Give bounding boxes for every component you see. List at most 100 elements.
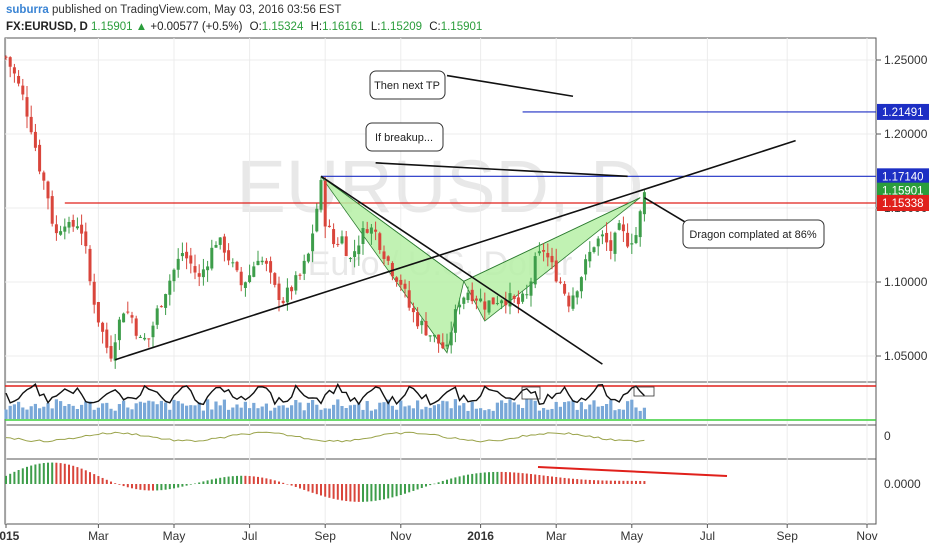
volume-bar-145 [613,410,617,419]
ao-bar-16 [72,465,75,484]
volume-bar-24 [105,402,109,419]
candle-body-122 [516,297,520,305]
candle-body-61 [260,260,264,263]
volume-bar-26 [113,410,117,419]
volume-bar-151 [638,410,642,419]
volume-bar-46 [197,402,201,419]
trendline-down [320,175,603,365]
candle-body-26 [113,342,117,361]
symbol-label[interactable]: FX:EURUSD, D [6,21,88,33]
volume-bar-102 [432,405,436,419]
volume-bar-84 [357,403,361,419]
volume-bar-54 [231,407,235,419]
volume-bar-3 [17,401,21,419]
pattern-xb-line [320,176,465,282]
volume-bar-12 [54,399,58,419]
candle-body-2 [12,67,16,74]
ao-bar-101 [429,484,432,486]
ao-bar-44 [189,484,192,485]
candle-body-25 [109,346,113,359]
volume-bar-72 [306,402,310,419]
candle-body-52 [222,236,226,253]
candle-body-19 [84,231,88,247]
candle-body-144 [609,240,613,251]
candle-body-24 [105,329,109,348]
volume-bar-75 [319,409,323,419]
candle-body-28 [122,313,126,323]
candle-body-139 [588,251,592,262]
volume-bar-86 [365,401,369,419]
annotation-breakup[interactable]: If breakup... [365,122,444,152]
volume-bar-51 [218,405,222,419]
time-axis[interactable]: 2015 Mar May Jul Sep Nov 2016 Mar May Jul Sep Nov [0,524,878,543]
trendline-support [114,139,796,361]
symbol-line: FX:EURUSD, D 1.15901 ▲ +0.00577 (+0.5%) … [6,21,482,33]
candle-body-118 [500,300,504,304]
ao-bar-26 [114,483,117,484]
volume-bar-22 [96,407,100,419]
x-tick-label-6: 2016 [467,529,494,543]
candle-body-35 [151,325,155,338]
ao-bar-35 [152,484,154,491]
candle-body-59 [252,266,256,277]
candle-body-119 [504,300,508,306]
candle-body-124 [525,294,529,296]
candle-body-93 [395,277,399,282]
ao-bar-83 [353,484,356,502]
candle-body-106 [449,332,453,346]
candle-body-79 [336,243,340,245]
annotation-breakup-text: If breakup... [375,132,433,144]
ao-bar-40 [173,484,175,489]
ao-bar-149 [630,480,633,484]
candle-body-48 [206,266,210,271]
trendline-dragon-pointer [643,196,687,224]
ao-bar-17 [76,467,79,484]
candle-body-89 [378,233,382,250]
candle-body-7 [33,131,37,148]
annotation-dragon[interactable]: Dragon complated at 86% [682,219,825,249]
ao-zero-label: 0.0000 [884,477,921,491]
ao-bar-19 [84,470,87,484]
candle-body-12 [54,224,58,234]
candle-body-81 [344,236,348,257]
ao-bar-73 [311,484,314,493]
ao-bar-139 [588,479,591,484]
author-name[interactable]: suburra [6,4,49,16]
candle-body-38 [164,294,168,308]
volume-bar-65 [277,405,281,419]
ao-bar-94 [399,484,402,496]
ao-bar-112 [475,473,478,484]
volume-bar-33 [143,402,147,419]
ao-bar-117 [496,471,499,484]
ao-bar-152 [643,481,646,484]
x-tick-label-1: Mar [88,529,109,543]
candle-body-147 [621,224,625,232]
ao-bar-120 [509,472,511,484]
volume-bar-37 [159,400,163,419]
volume-bar-150 [634,407,638,419]
volume-bar-83 [353,404,357,419]
ao-bar-76 [324,484,327,497]
y-tick-label-1: 1.20000 [884,127,928,141]
annotation-next-tp[interactable]: Then next TP [369,70,446,100]
volume-oscillator-pane [4,382,876,421]
ao-bar-115 [488,472,490,484]
volume-bar-114 [483,410,487,419]
ao-bar-100 [425,484,427,487]
price-tag-bg-1 [877,168,929,185]
candle-body-141 [596,238,600,247]
candle-body-15 [67,221,71,228]
candle-body-98 [416,312,420,327]
candle-body-104 [441,342,445,349]
ao-bar-10 [47,462,49,484]
ao-bar-46 [198,482,201,484]
candle-body-140 [592,247,596,253]
candle-body-137 [579,277,583,292]
ao-bar-116 [492,471,495,484]
candle-body-145 [613,232,617,254]
pattern-bd-line [463,197,641,282]
ao-bar-66 [282,482,285,484]
volume-bar-68 [290,405,294,419]
